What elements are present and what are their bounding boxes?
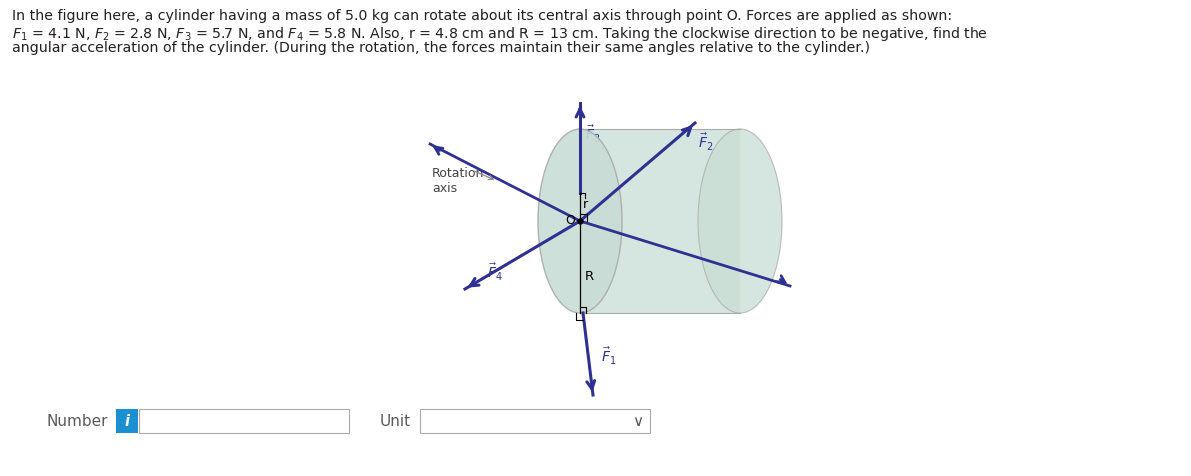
Text: ∨: ∨	[632, 414, 643, 428]
Text: Rotation
axis: Rotation axis	[432, 167, 485, 195]
Text: Number: Number	[46, 414, 107, 428]
Text: R: R	[585, 269, 594, 282]
Text: r: r	[584, 197, 588, 210]
Text: $\vec{F}_4$: $\vec{F}_4$	[487, 261, 503, 282]
FancyBboxPatch shape	[420, 409, 650, 433]
Text: i: i	[125, 414, 130, 428]
Text: $\vec{F}_3$: $\vec{F}_3$	[585, 124, 600, 145]
Text: angular acceleration of the cylinder. (During the rotation, the forces maintain : angular acceleration of the cylinder. (D…	[12, 41, 869, 55]
Text: Unit: Unit	[380, 414, 411, 428]
Text: $F_1$ = 4.1 N, $F_2$ = 2.8 N, $F_3$ = 5.7 N, and $F_4$ = 5.8 N. Also, r = 4.8 cm: $F_1$ = 4.1 N, $F_2$ = 2.8 N, $F_3$ = 5.…	[12, 25, 989, 43]
Text: $\vec{F}_2$: $\vec{F}_2$	[698, 131, 713, 152]
FancyBboxPatch shape	[116, 409, 138, 433]
Ellipse shape	[698, 130, 782, 313]
Text: $\vec{F}_1$: $\vec{F}_1$	[601, 345, 617, 366]
FancyBboxPatch shape	[139, 409, 349, 433]
Ellipse shape	[538, 130, 622, 313]
Text: In the figure here, a cylinder having a mass of 5.0 kg can rotate about its cent: In the figure here, a cylinder having a …	[12, 9, 952, 23]
Text: O: O	[565, 214, 575, 227]
Bar	[580, 130, 740, 313]
